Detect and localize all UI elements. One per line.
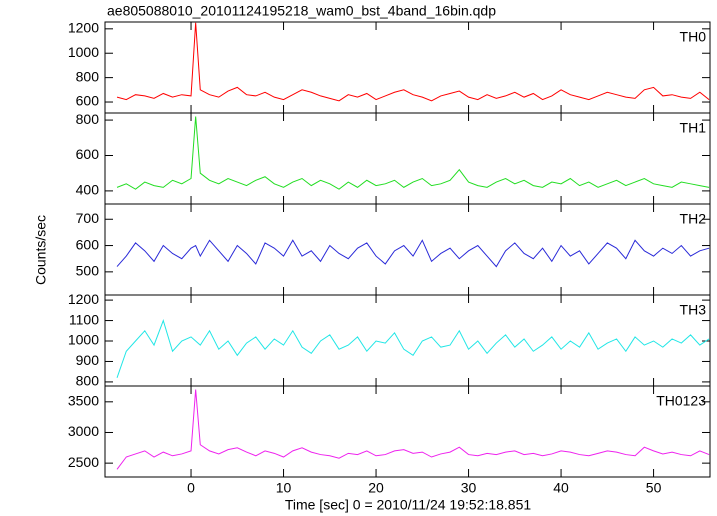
x-tick-label: 30 <box>461 480 477 496</box>
panel-label: TH2 <box>680 211 707 227</box>
y-tick-label: 1200 <box>68 291 99 307</box>
data-line <box>116 22 710 102</box>
x-tick-label: 50 <box>646 480 662 496</box>
chart-title: ae805088010_20101124195218_wam0_bst_4ban… <box>107 3 496 19</box>
panel-frame <box>104 385 711 478</box>
x-tick-label: 20 <box>368 480 384 496</box>
y-tick-label: 800 <box>76 373 100 389</box>
x-tick-label: 40 <box>553 480 569 496</box>
data-line <box>116 239 710 268</box>
x-axis-label: Time [sec] 0 = 2010/11/24 19:52:18.851 <box>285 497 532 513</box>
y-tick-label: 1000 <box>68 44 99 60</box>
y-axis-label: Counts/sec <box>33 215 49 285</box>
y-tick-label: 500 <box>76 263 100 279</box>
y-tick-label: 3000 <box>68 423 99 439</box>
y-tick-label: 600 <box>76 236 100 252</box>
x-tick-label: 10 <box>276 480 292 496</box>
y-tick-label: 1100 <box>69 311 99 327</box>
data-line <box>116 116 710 190</box>
x-tick-label: 0 <box>187 480 195 496</box>
y-tick-label: 1200 <box>68 20 99 36</box>
panel-frame <box>104 21 711 114</box>
panel-label: TH1 <box>680 120 707 136</box>
y-tick-label: 800 <box>76 111 100 127</box>
panel-label: TH0 <box>680 29 707 45</box>
y-tick-label: 900 <box>76 352 100 368</box>
panel-label: TH0123 <box>656 393 706 409</box>
panel-frame <box>104 112 711 205</box>
y-tick-label: 800 <box>76 68 100 84</box>
y-tick-label: 600 <box>76 146 100 162</box>
y-tick-label: 3500 <box>68 393 99 409</box>
y-tick-label: 1000 <box>68 332 99 348</box>
data-line <box>116 319 710 378</box>
panel-label: TH3 <box>680 302 707 318</box>
y-tick-label: 700 <box>76 210 100 226</box>
data-line <box>116 389 710 470</box>
y-tick-label: 2500 <box>68 454 99 470</box>
y-tick-label: 600 <box>76 93 100 109</box>
y-tick-label: 400 <box>76 182 100 198</box>
